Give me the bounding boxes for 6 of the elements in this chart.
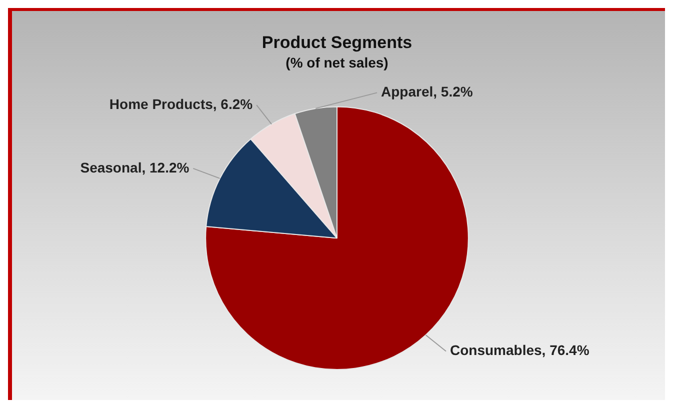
slice-label: Seasonal, 12.2% <box>80 159 190 176</box>
chart-subtitle: (% of net sales) <box>286 54 388 71</box>
slice-label: Home Products, 6.2% <box>109 96 254 112</box>
slice-label: Consumables, 76.4% <box>450 342 590 358</box>
slice-label: Apparel, 5.2% <box>381 84 474 100</box>
chart-title: Product Segments <box>262 32 412 52</box>
